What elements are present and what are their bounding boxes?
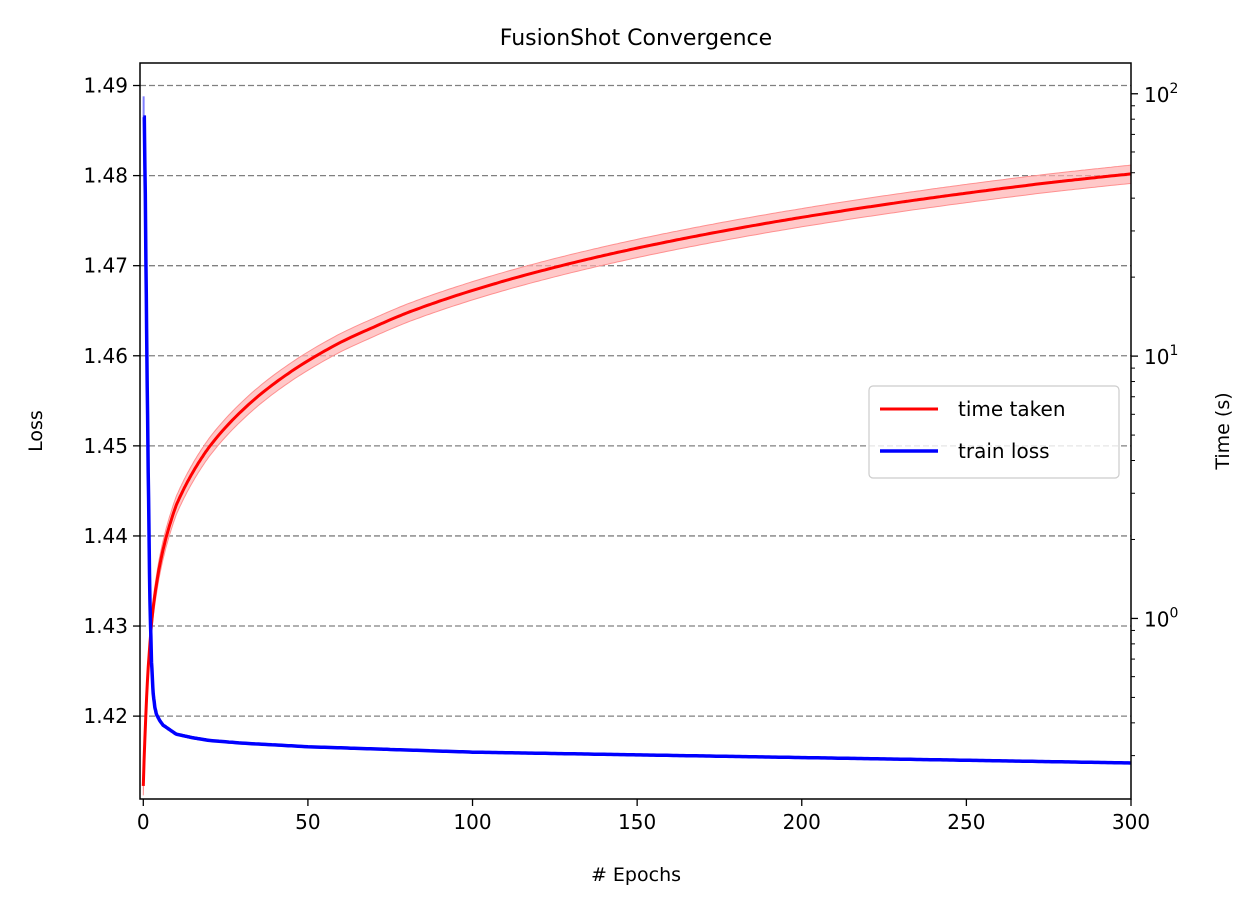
x-tick-label: 200: [783, 810, 821, 834]
left-tick-label: 1.44: [83, 524, 128, 548]
time-taken-line: [141, 172, 1132, 786]
grid-lines: [140, 84, 1131, 717]
left-y-axis: 1.42 1.43 1.44 1.45 1.46 1.47 1.48 1.49: [83, 74, 140, 728]
left-tick-label: 1.48: [83, 164, 128, 188]
left-tick-label: 1.43: [83, 614, 128, 638]
x-tick-label: 50: [295, 810, 320, 834]
x-axis-label: # Epochs: [591, 864, 681, 886]
x-axis: 0 50 100 150 200 250 300: [137, 799, 1150, 834]
right-y-axis: 100 101 102: [1131, 81, 1178, 757]
legend-train-loss-label: train loss: [958, 439, 1050, 463]
plot-frame: [139, 62, 1132, 800]
legend: time taken train loss: [868, 385, 1120, 479]
x-tick-label: 150: [618, 810, 656, 834]
x-tick-label: 100: [453, 810, 491, 834]
train-loss-line: [142, 115, 1132, 765]
right-tick-label: 100: [1144, 605, 1178, 631]
time-taken-band: [142, 164, 1132, 796]
left-tick-label: 1.49: [83, 74, 128, 98]
left-tick-label: 1.42: [83, 704, 128, 728]
left-tick-label: 1.47: [83, 254, 128, 278]
left-axis-label: Loss: [25, 410, 47, 452]
right-tick-label: 102: [1144, 81, 1178, 107]
x-tick-label: 250: [947, 810, 985, 834]
x-tick-label: 300: [1112, 810, 1150, 834]
chart-title: FusionShot Convergence: [500, 26, 772, 51]
legend-time-taken-label: time taken: [958, 397, 1066, 421]
right-axis-label: Time (s): [1212, 392, 1234, 470]
left-tick-label: 1.45: [83, 434, 128, 458]
left-tick-label: 1.46: [83, 344, 128, 368]
x-tick-label: 0: [137, 810, 150, 834]
right-tick-label: 101: [1144, 343, 1178, 369]
